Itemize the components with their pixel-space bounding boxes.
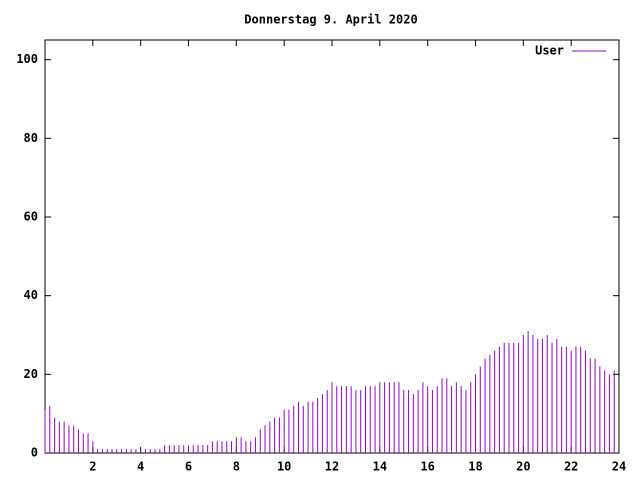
x-tick-label: 6 <box>185 460 192 474</box>
x-tick-label: 12 <box>325 460 339 474</box>
y-tick-label: 60 <box>24 210 38 224</box>
x-tick-label: 18 <box>468 460 482 474</box>
y-tick-label: 100 <box>16 52 38 66</box>
x-tick-label: 22 <box>564 460 578 474</box>
x-tick-label: 16 <box>420 460 434 474</box>
chart-title: Donnerstag 9. April 2020 <box>244 13 417 27</box>
x-tick-label: 2 <box>89 460 96 474</box>
x-tick-label: 10 <box>277 460 291 474</box>
y-tick-label: 40 <box>24 288 38 302</box>
x-tick-label: 4 <box>137 460 144 474</box>
x-tick-label: 8 <box>233 460 240 474</box>
y-tick-label: 20 <box>24 367 38 381</box>
y-tick-label: 0 <box>31 446 38 460</box>
x-tick-label: 14 <box>373 460 387 474</box>
legend-label: User <box>535 44 564 58</box>
x-tick-label: 20 <box>516 460 530 474</box>
x-tick-label: 24 <box>612 460 626 474</box>
y-tick-label: 80 <box>24 131 38 145</box>
